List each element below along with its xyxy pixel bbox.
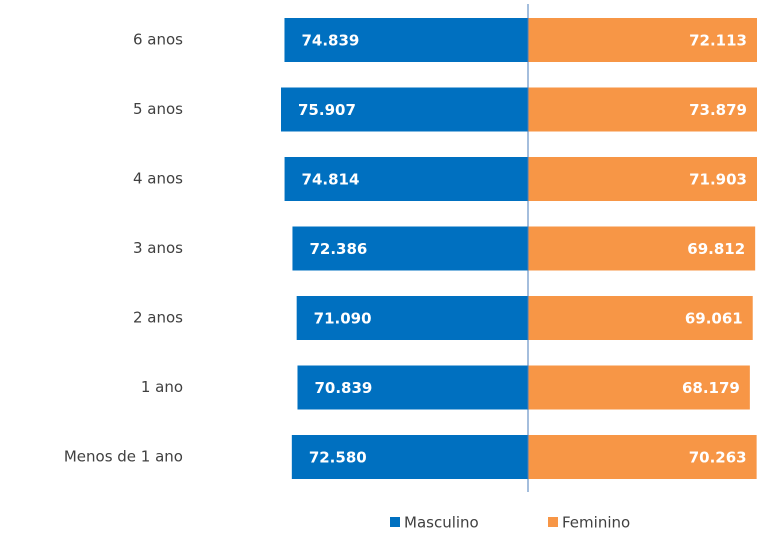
value-label: 68.179: [682, 379, 740, 397]
bar: [528, 365, 750, 410]
bar: [284, 157, 528, 201]
legend-swatch: [548, 517, 558, 527]
category-label: 4 anos: [133, 170, 183, 188]
legend-label: Masculino: [404, 514, 479, 532]
bar: [528, 157, 757, 201]
value-label: 72.580: [309, 449, 367, 467]
value-label: 73.879: [689, 101, 747, 119]
bar: [528, 296, 753, 340]
bar: [528, 87, 757, 132]
value-label: 71.903: [689, 171, 747, 189]
value-label: 69.061: [685, 310, 743, 328]
category-label: 5 anos: [133, 100, 183, 118]
value-label: 70.263: [689, 449, 747, 467]
bar: [297, 365, 528, 410]
bar: [528, 226, 756, 271]
value-label: 75.907: [298, 101, 356, 119]
category-label: 6 anos: [133, 31, 183, 49]
value-label: 70.839: [314, 379, 372, 397]
legend-swatch: [390, 517, 400, 527]
bar: [284, 18, 528, 62]
category-label: Menos de 1 ano: [64, 448, 183, 466]
bar: [296, 296, 528, 340]
value-label: 72.113: [689, 32, 747, 50]
category-label: 3 anos: [133, 239, 183, 257]
bar: [528, 18, 757, 62]
legend-label: Feminino: [562, 514, 630, 532]
category-label: 2 anos: [133, 309, 183, 327]
value-label: 71.090: [314, 310, 372, 328]
value-label: 74.839: [301, 32, 359, 50]
bar: [281, 87, 528, 132]
value-label: 74.814: [302, 171, 360, 189]
bar: [291, 435, 528, 479]
value-label: 69.812: [687, 240, 745, 258]
bar: [528, 435, 757, 479]
value-label: 72.386: [309, 240, 367, 258]
bar: [292, 226, 528, 271]
category-label: 1 ano: [141, 378, 183, 396]
